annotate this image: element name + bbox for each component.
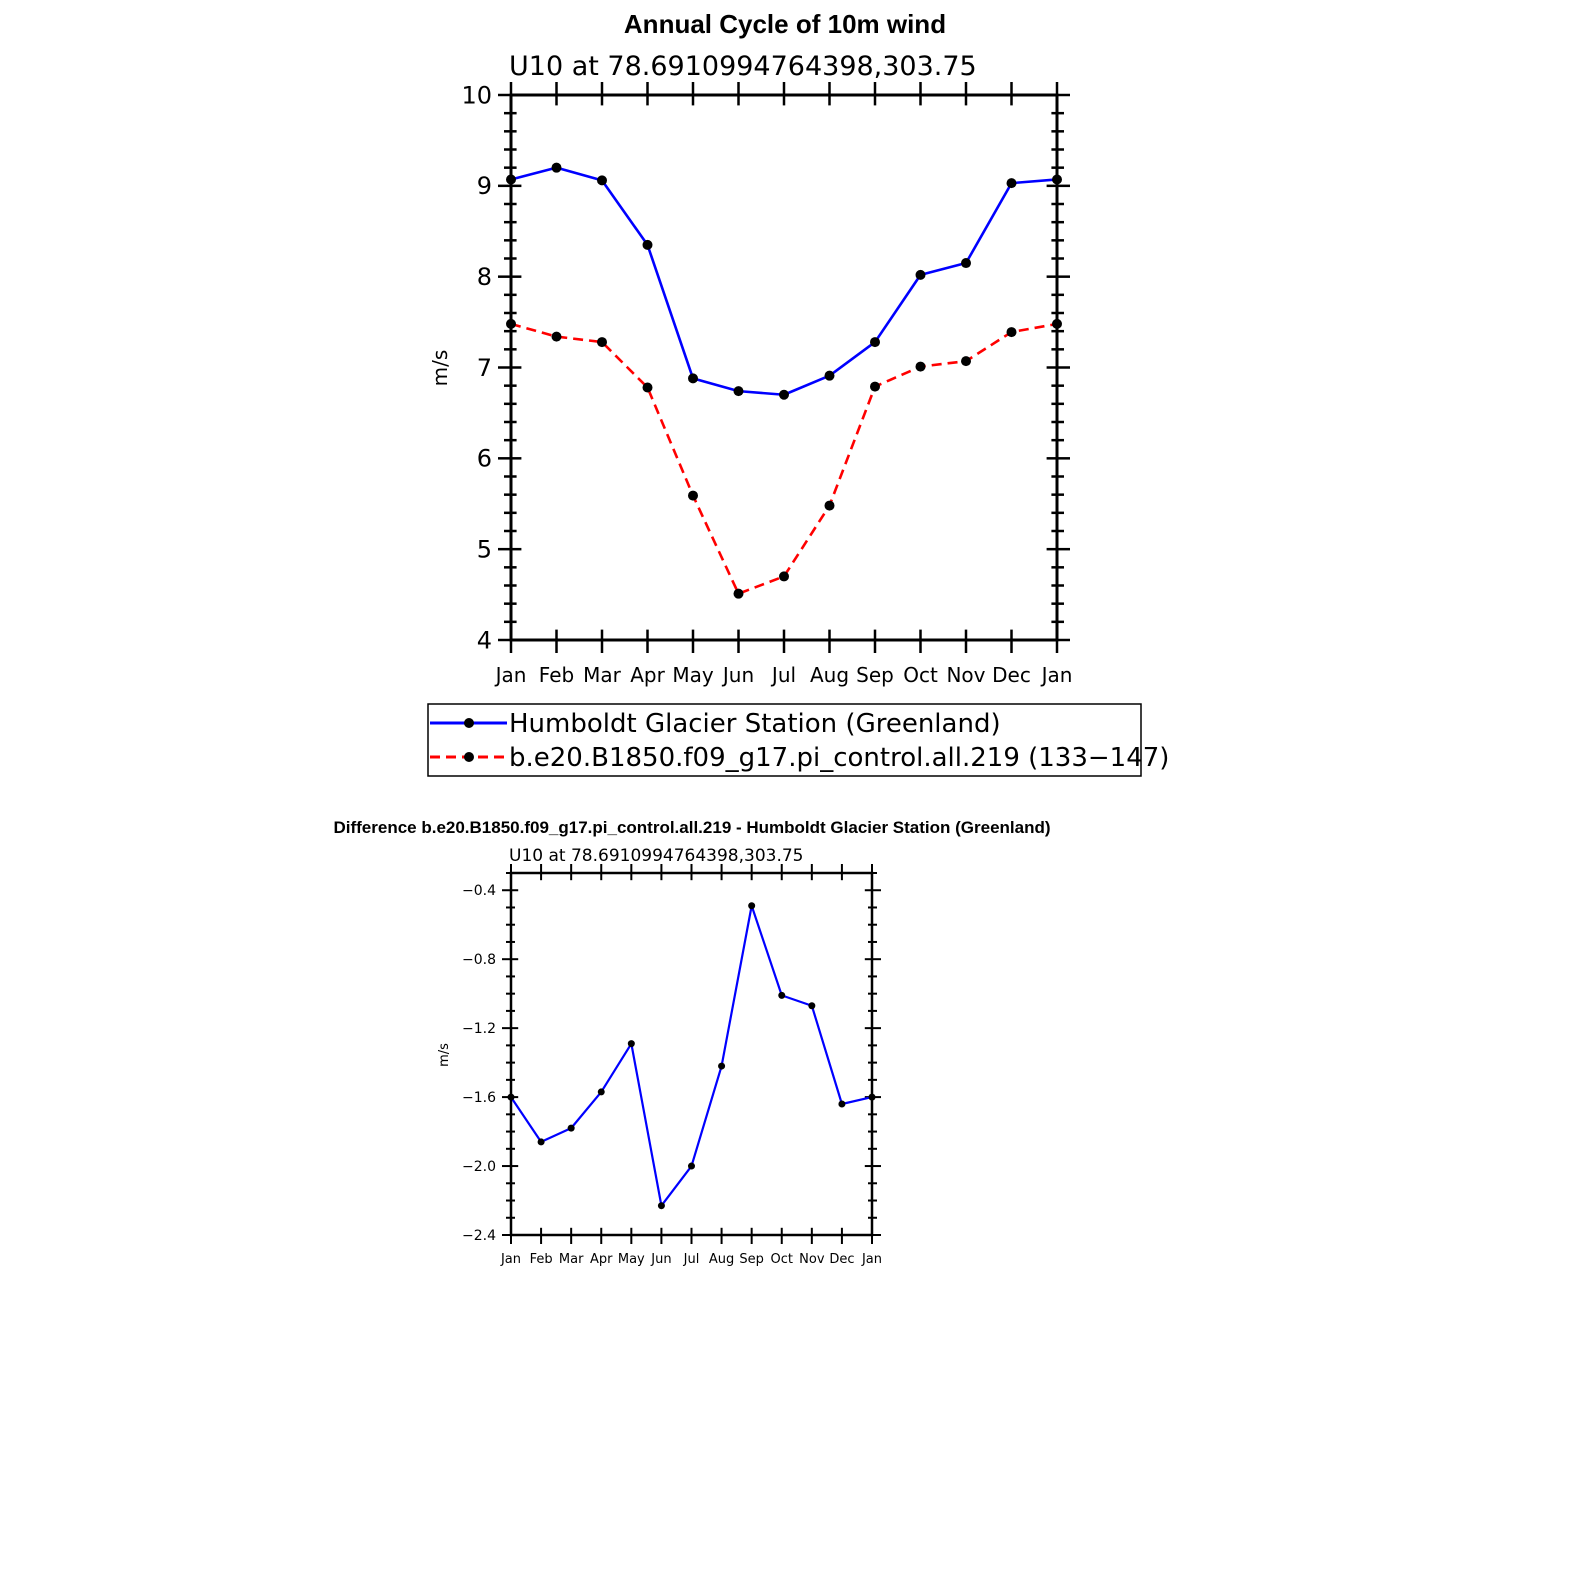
data-point [748,902,756,910]
data-point [1006,178,1017,189]
data-point [1006,327,1017,338]
legend-marker-model [464,752,474,762]
x-tick-label: Apr [630,663,665,687]
x-tick-label: Nov [799,1252,825,1267]
x-tick-label: May [672,663,714,687]
data-point [642,382,653,393]
chart2-title: Difference b.e20.B1850.f09_g17.pi_contro… [333,818,1050,837]
y-tick-label: 7 [477,354,492,382]
x-tick-label: Feb [539,663,574,687]
data-point [567,1124,575,1132]
data-point [779,571,789,582]
x-tick-label: Jan [500,1252,521,1267]
y-tick-label: −0.8 [462,952,496,968]
data-point [688,373,698,384]
data-point [733,588,744,599]
chart1-title: Annual Cycle of 10m wind [624,9,946,39]
x-tick-label: Jan [861,1252,882,1267]
data-point [551,331,562,342]
y-tick-label: −1.2 [462,1021,496,1037]
data-point [915,269,926,280]
chart1-subtitle: U10 at 78.6910994764398,303.75 [509,51,977,82]
data-point [657,1202,665,1210]
data-point [868,1093,876,1101]
x-tick-label: Sep [739,1252,764,1267]
x-tick-label: Aug [810,663,849,687]
data-point [537,1138,545,1146]
data-point [733,386,744,397]
x-tick-label: Oct [771,1252,793,1267]
y-tick-label: 6 [477,445,492,473]
y-tick-label: −2.0 [462,1159,496,1175]
data-point [597,337,607,348]
x-tick-label: Jun [721,663,754,687]
x-tick-label: Aug [709,1252,734,1267]
x-tick-label: Mar [583,663,622,687]
chart1-y-axis-label: m/s [428,350,452,387]
y-tick-label: −0.4 [462,883,496,899]
y-tick-label: −1.6 [462,1090,496,1106]
data-point [870,381,880,392]
chart2-plot-area: −2.4 −2.0 −1.6 −1.2 −0.8 −0.4 Jan Feb Mar Apr May J… [462,864,882,1267]
legend-label-model: b.e20.B1850.f09_g17.pi_control.all.219 (… [509,743,1169,773]
x-tick-label: Nov [946,663,985,687]
series-line-1 [510,322,1058,595]
x-tick-label: Jun [650,1252,671,1267]
x-tick-label: Jul [770,663,796,687]
chart1-plot-area: 4 5 6 7 8 9 10 Jan Feb Mar Apr May Jun Jul Aug Sep Oct No… [461,81,1072,687]
data-point [915,361,926,372]
legend-marker-station [464,718,474,728]
data-point [507,1093,515,1101]
data-point [961,258,971,269]
legend-box [427,703,1142,777]
y-tick-label: 9 [477,172,492,200]
chart1-legend: Humboldt Glacier Station (Greenland) b.e… [427,703,1169,777]
data-point [597,1088,605,1096]
data-point [961,356,971,367]
data-point [688,490,698,501]
legend-label-station: Humboldt Glacier Station (Greenland) [509,709,1001,739]
x-tick-label: Oct [903,663,938,687]
data-point [506,174,516,185]
x-tick-label: Mar [559,1252,584,1267]
y-tick-label: 8 [477,263,492,291]
x-tick-label: Feb [530,1252,553,1267]
chart2-y-axis-label: m/s [437,1043,452,1067]
data-point [1052,174,1062,185]
data-point [870,337,880,348]
y-tick-label: 5 [477,536,492,564]
x-tick-label: Jan [1040,663,1073,687]
data-point [597,175,607,186]
data-point [778,991,786,999]
data-point [627,1040,635,1048]
data-point [824,370,835,381]
data-point [779,389,789,400]
x-tick-label: May [618,1252,645,1267]
x-tick-label: Jan [494,663,527,687]
y-tick-label: 10 [461,81,492,109]
data-point [838,1100,846,1108]
series-line-0 [510,904,873,1207]
data-point [642,239,653,250]
x-tick-label: Jul [683,1252,700,1267]
x-tick-label: Apr [590,1252,613,1267]
x-tick-label: Dec [992,663,1031,687]
data-point [824,500,835,511]
x-tick-label: Dec [829,1252,854,1267]
data-point [1052,318,1062,329]
difference-chart: Difference b.e20.B1850.f09_g17.pi_contro… [333,818,1050,1267]
data-point [808,1002,816,1010]
data-point [551,162,562,173]
data-point [506,318,516,329]
series-line-0 [510,166,1058,397]
annual-cycle-chart: Annual Cycle of 10m wind U10 at 78.69109… [427,9,1169,777]
plot-frame [509,871,874,1237]
data-point [688,1162,695,1170]
y-tick-label: 4 [477,626,492,654]
chart2-subtitle: U10 at 78.6910994764398,303.75 [509,846,804,866]
y-tick-label: −2.4 [462,1228,496,1244]
data-point [718,1062,726,1070]
x-tick-label: Sep [856,663,894,687]
